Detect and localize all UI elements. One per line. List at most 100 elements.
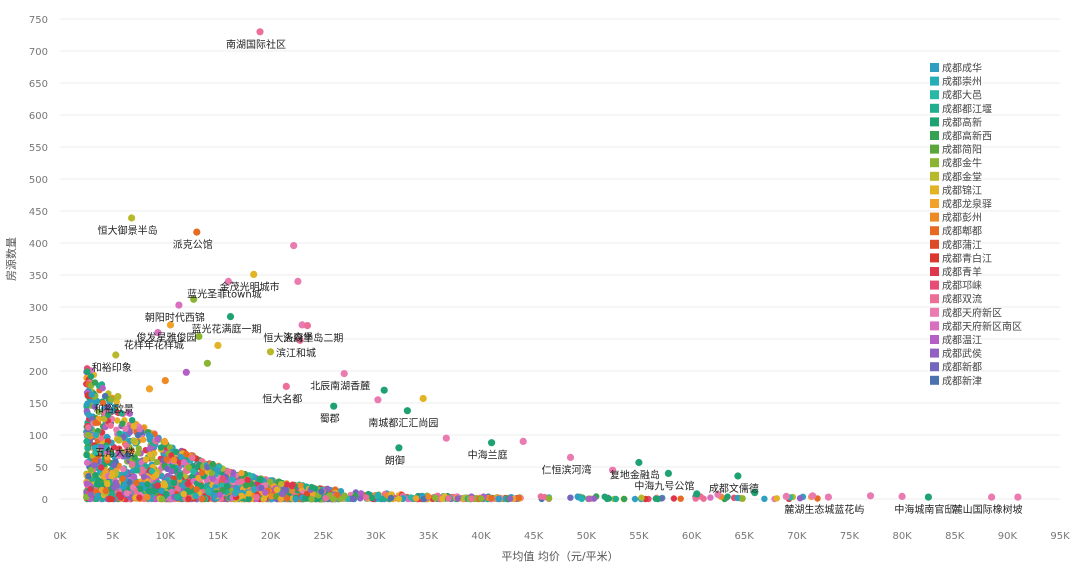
point [267, 478, 274, 486]
point-label: 朝阳时代西锦 [145, 311, 205, 324]
point [506, 495, 514, 502]
point [245, 495, 252, 503]
point [761, 495, 768, 502]
point [91, 444, 99, 451]
y-tick-label: 450 [29, 207, 48, 218]
point [739, 495, 746, 502]
legend-swatch [930, 335, 939, 344]
point [158, 495, 166, 503]
data-point [693, 490, 701, 498]
data-point [128, 214, 136, 222]
point [168, 488, 175, 495]
data-point [566, 453, 575, 461]
point [180, 490, 187, 497]
data-point [519, 437, 527, 445]
point-label: 蜀郡 [320, 413, 340, 425]
point [88, 391, 95, 398]
point [545, 495, 553, 502]
y-tick-label: 600 [29, 111, 48, 122]
x-tick-label: 65K [735, 531, 755, 542]
point [87, 466, 95, 474]
point [119, 420, 126, 427]
point [621, 495, 628, 503]
data-point [380, 386, 388, 394]
data-point [115, 436, 123, 444]
y-axis-title: 房源数量 [4, 237, 18, 281]
point-label: 成都文儒德 [709, 482, 759, 495]
legend-swatch [930, 171, 939, 181]
point [135, 445, 142, 452]
data-point [166, 321, 175, 329]
data-point [114, 393, 122, 401]
background-point-cloud [83, 365, 821, 503]
point [95, 408, 102, 415]
data-point [214, 341, 222, 349]
point [148, 467, 156, 475]
legend-swatch [930, 267, 939, 276]
data-point [282, 382, 290, 390]
point [87, 486, 94, 493]
point [670, 495, 678, 502]
data-point [751, 489, 759, 497]
data-point [296, 336, 304, 344]
point [537, 493, 544, 500]
point [590, 495, 598, 502]
point [468, 495, 475, 502]
point-label: 五角大楼 [95, 446, 135, 459]
point-label: 麓湖生态城蓝花屿 [784, 503, 864, 516]
point-label: 麓山国际橡树坡 [953, 503, 1023, 516]
point [147, 444, 154, 452]
data-point [824, 493, 833, 501]
point [84, 431, 92, 439]
y-tick-label: 750 [29, 15, 48, 26]
point [515, 494, 522, 502]
point [107, 495, 115, 502]
legend-label: 成都新津 [942, 374, 982, 387]
point [292, 495, 299, 503]
point [288, 482, 296, 490]
point [83, 480, 91, 487]
legend-label: 成都郫都 [942, 225, 982, 238]
point-label: 中海城南官邸 [894, 503, 954, 516]
x-tick-label: 25K [314, 531, 334, 542]
point [146, 451, 154, 458]
point [130, 437, 137, 444]
legend-label: 成都双流 [942, 293, 982, 306]
legend-swatch [930, 362, 939, 372]
point [268, 493, 275, 500]
y-tick-label: 250 [29, 335, 48, 346]
point [585, 495, 593, 503]
point [84, 368, 91, 375]
x-tick-label: 95K [1050, 531, 1070, 542]
point [104, 454, 111, 461]
point-label: 南湖国际社区 [226, 38, 286, 51]
data-point [303, 322, 311, 330]
legend-swatch [930, 103, 939, 113]
point [99, 399, 107, 407]
point [130, 423, 137, 430]
point [160, 480, 168, 487]
point [302, 495, 309, 502]
legend-label: 成都青白江 [942, 252, 992, 265]
point [93, 480, 101, 488]
point [362, 494, 370, 501]
point [796, 495, 804, 502]
point-label: 中海兰庭 [468, 449, 508, 462]
y-tick-label: 150 [29, 399, 48, 410]
data-point [924, 493, 933, 501]
point [707, 494, 714, 501]
point-label: 派克公馆 [173, 238, 213, 251]
data-point [161, 377, 169, 385]
point [257, 476, 264, 483]
x-tick-label: 75K [840, 531, 860, 542]
point [168, 468, 175, 475]
legend-swatch [930, 158, 939, 168]
point [84, 400, 91, 407]
point [85, 411, 92, 418]
point [85, 424, 92, 431]
point [232, 489, 239, 496]
legend-label: 成都金牛 [942, 157, 982, 170]
point [109, 407, 117, 414]
